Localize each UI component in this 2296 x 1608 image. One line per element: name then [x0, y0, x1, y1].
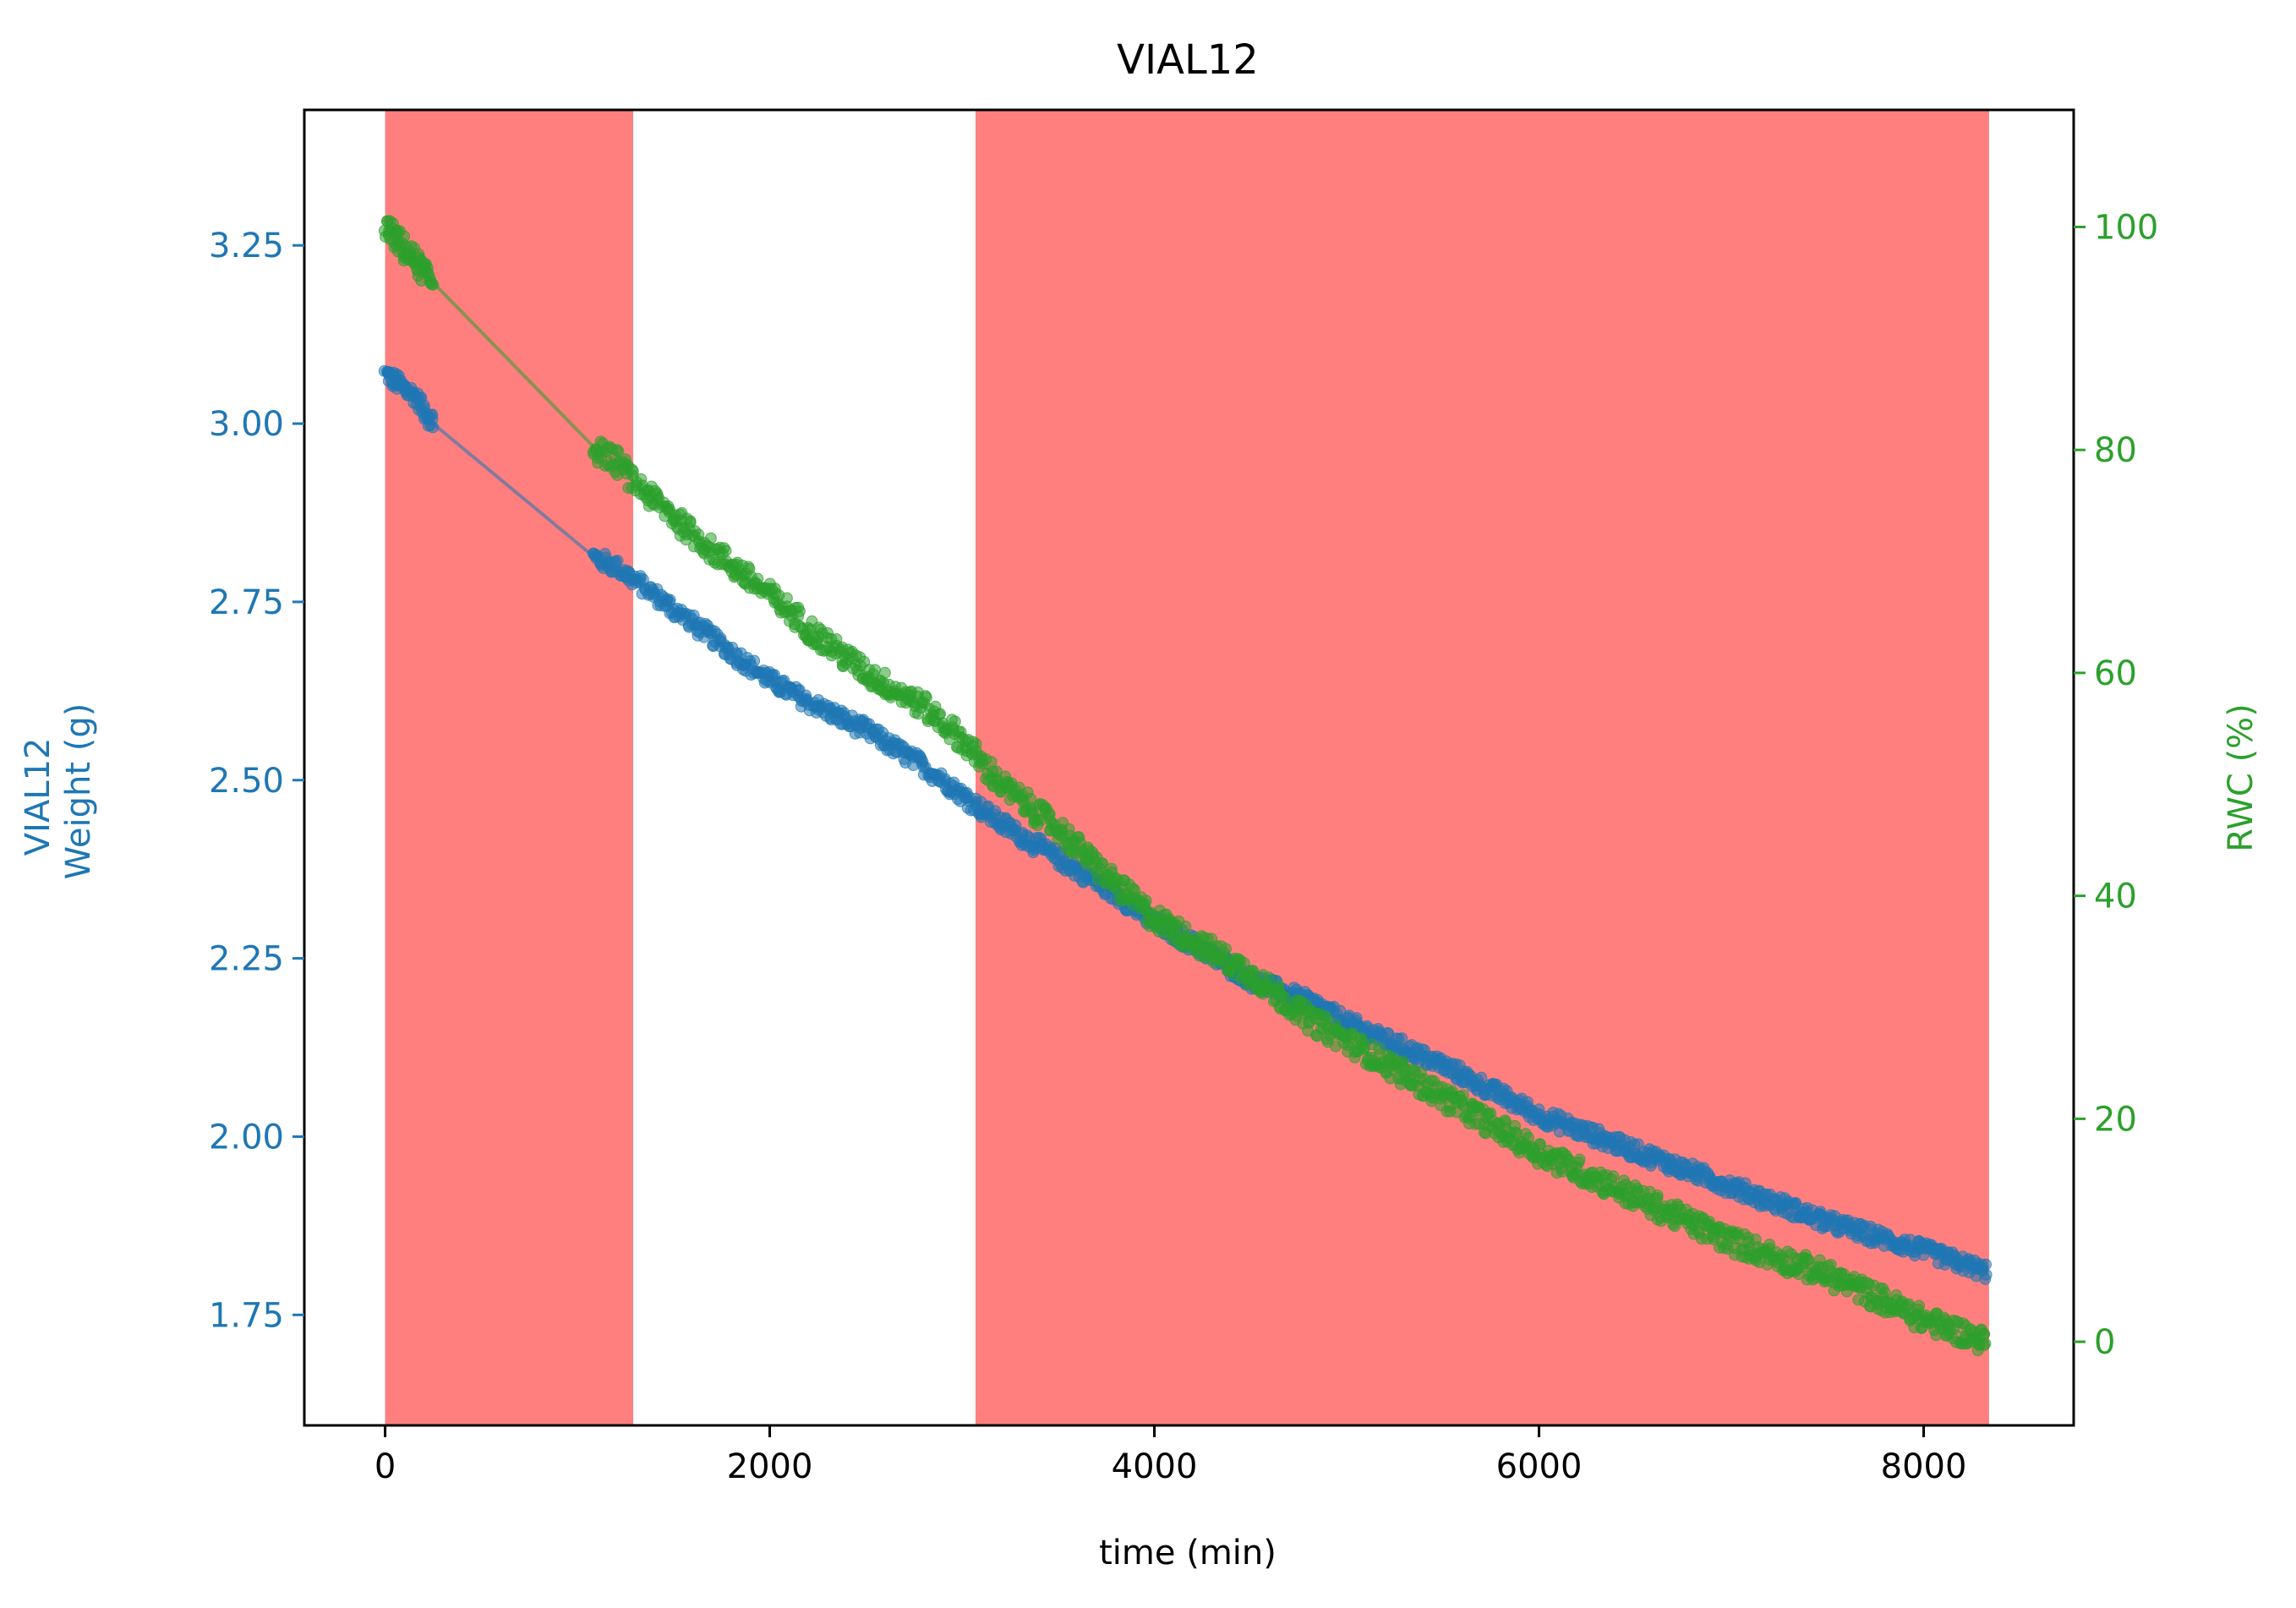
- data-point: [869, 664, 882, 676]
- data-point: [793, 604, 806, 617]
- x-tick-label: 0: [374, 1447, 396, 1486]
- y-left-tick-label: 2.25: [209, 940, 284, 979]
- y-right-axis-title: RWC (%): [2222, 703, 2260, 852]
- data-point: [1607, 1170, 1620, 1183]
- y-left-axis-ticks: 1.75 2.00 2.25 2.50 2.75 3.00 3.25: [209, 227, 304, 1335]
- x-axis-title: time (min): [1099, 1534, 1276, 1572]
- data-point: [1096, 856, 1108, 869]
- y-right-tick-label: 20: [2094, 1100, 2137, 1139]
- plot-frame: [303, 108, 2075, 1427]
- y-left-tick-label: 3.25: [209, 227, 284, 265]
- y-right-tick-label: 60: [2094, 654, 2137, 693]
- data-point: [1179, 920, 1192, 933]
- y-right-tick-label: 100: [2094, 208, 2158, 247]
- y-right-tick-label: 40: [2094, 878, 2137, 916]
- data-point: [1220, 943, 1233, 955]
- data-point: [878, 666, 891, 679]
- data-series: [378, 215, 1993, 1357]
- data-point: [1263, 971, 1276, 984]
- y-left-axis-title-line-1: VIAL12: [19, 738, 57, 856]
- data-point: [427, 278, 440, 291]
- x-tick-label: 6000: [1496, 1447, 1583, 1486]
- y-left-tick-label: 1.75: [209, 1296, 284, 1335]
- y-right-tick-label: 0: [2094, 1323, 2115, 1362]
- y-left-tick-label: 2.00: [209, 1118, 284, 1157]
- data-point: [990, 765, 1003, 778]
- data-point: [1573, 1153, 1586, 1166]
- data-point: [719, 544, 732, 557]
- y-right-tick-label: 80: [2094, 431, 2137, 470]
- data-point: [1980, 1258, 1993, 1271]
- data-point: [748, 654, 761, 667]
- data-point: [830, 633, 843, 646]
- data-point: [1980, 1268, 1993, 1281]
- data-point: [1247, 965, 1260, 977]
- rwc-series: [378, 215, 1992, 1357]
- x-tick-label: 8000: [1881, 1447, 1967, 1486]
- data-point: [1651, 1191, 1664, 1204]
- y-left-tick-label: 3.00: [209, 405, 284, 444]
- data-point: [920, 692, 932, 704]
- x-tick-label: 4000: [1112, 1447, 1198, 1486]
- data-point: [704, 532, 717, 544]
- data-point: [1790, 1196, 1802, 1209]
- data-point: [611, 555, 624, 567]
- data-point: [427, 421, 440, 434]
- x-tick-label: 2000: [727, 1447, 813, 1486]
- data-point: [1373, 1042, 1386, 1055]
- data-point: [948, 715, 961, 728]
- data-point: [1979, 1337, 1992, 1350]
- data-point: [626, 465, 639, 478]
- chart-title: VIAL12: [1117, 36, 1259, 84]
- data-point: [1140, 894, 1152, 907]
- y-left-tick-label: 2.75: [209, 583, 284, 622]
- y-left-axis-title: VIAL12 Weight (g): [19, 703, 98, 880]
- data-point: [752, 572, 764, 585]
- data-point: [1278, 990, 1291, 1003]
- data-point: [1009, 819, 1022, 832]
- shaded-regions: [385, 110, 1989, 1425]
- data-point: [1913, 1299, 1926, 1312]
- y-left-tick-label: 2.50: [209, 762, 284, 801]
- y-right-axis-ticks: 0 20 40 60 80 100: [2074, 208, 2158, 1362]
- shaded-region-1: [385, 110, 634, 1425]
- x-axis-ticks: 0 2000 4000 6000 8000: [374, 1425, 1967, 1486]
- data-point: [398, 230, 411, 243]
- y-left-axis-title-line-2: Weight (g): [59, 703, 98, 880]
